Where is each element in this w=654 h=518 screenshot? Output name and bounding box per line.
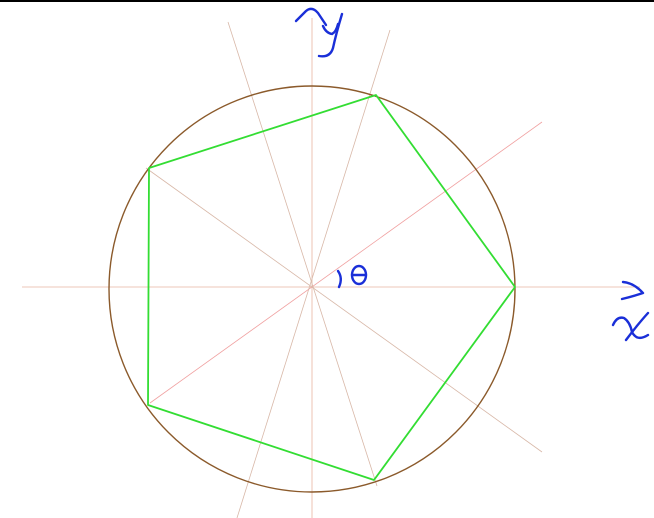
line-top-left-to-bottom-vertex [227,21,378,487]
handwriting [294,7,650,342]
circumscribed-circle [108,85,516,493]
theta-label-text: θ [359,279,360,281]
center-lines [22,18,640,518]
theta-label [350,264,368,286]
line-top-right-vertex [236,29,391,518]
x-axis-arrow-icon [620,280,645,301]
line-top-left-to-bottom-right [145,167,543,453]
x-axis-label [611,311,650,342]
theta-ray-line [149,121,543,404]
pentagon [147,94,516,481]
y-axis-label-text: y [330,39,331,41]
y-axis-arrow-icon [294,7,328,27]
angle-arc-icon [336,269,342,289]
y-axis-label [317,12,344,58]
